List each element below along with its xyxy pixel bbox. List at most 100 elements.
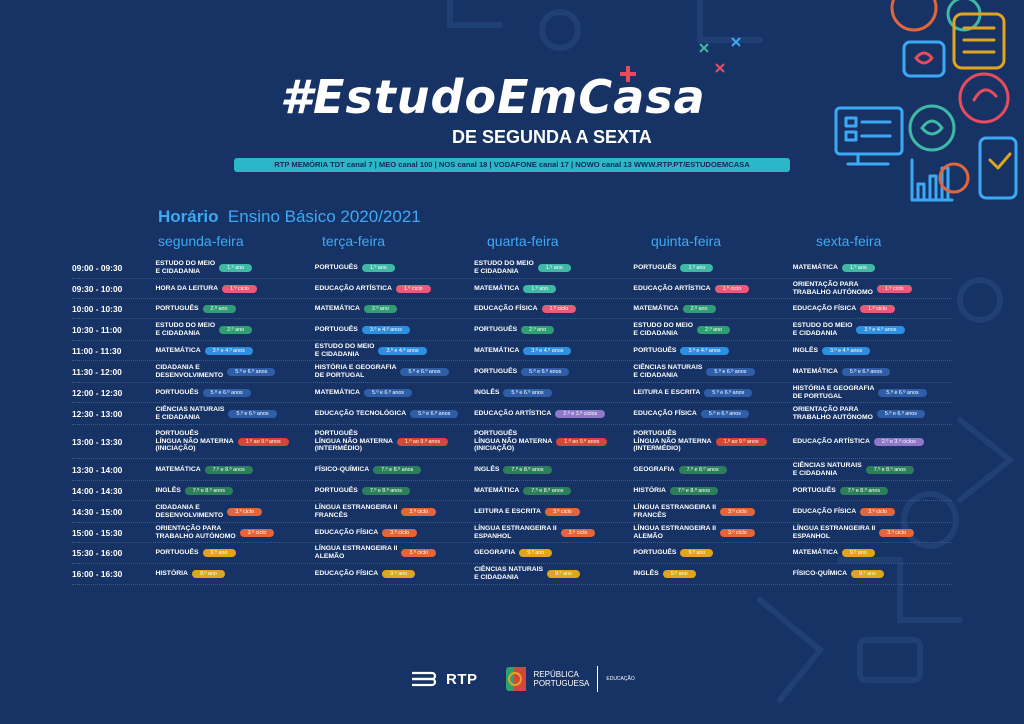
time-slot: 14:00 - 14:30 <box>72 485 123 496</box>
grade-badge: 5.º e 6.º anos <box>700 409 749 418</box>
grade-badge: 3.º ciclo <box>544 507 580 516</box>
grade-badge: 2.º ano <box>521 325 555 334</box>
grade-badge: 7.º e 8.º anos <box>503 465 552 474</box>
grade-badge: 3.º e 4.º anos <box>361 325 410 334</box>
grade-badge: 9.º ano <box>191 570 225 578</box>
subject-label: LÍNGUA ESTRANGEIRA II ALEMÃO <box>633 524 716 540</box>
grade-badge: 5.º e 6.º anos <box>410 409 459 418</box>
subject-label: PORTUGUÊS <box>633 264 677 272</box>
subject-label: ORIENTAÇÃO PARA TRABALHO AUTÓNOMO <box>792 405 873 421</box>
subject-label: CIÊNCIAS NATURAIS E CIDADANIA <box>474 566 544 581</box>
subject-label: FÍSICO-QUÍMICA <box>792 570 848 578</box>
grade-badge: 7.º e 8.º anos <box>184 486 233 495</box>
time-slot: 09:30 - 10:00 <box>72 283 123 294</box>
schedule-cell: INGLÊS 7.º e 8.º anos <box>155 486 314 495</box>
schedule-cell: MATEMÁTICA 5.º e 6.º anos <box>792 367 952 376</box>
schedule-cell: MATEMÁTICA 5.º e 6.º anos <box>315 388 474 397</box>
grade-badge: 1.º ao 9.º anos <box>396 437 449 446</box>
grade-badge: 9.º ano <box>519 549 553 557</box>
schedule-cell: CIÊNCIAS NATURAIS E CIDADANIA 9.º ano <box>474 566 633 581</box>
schedule-cell: PORTUGUÊS 3.º e 4.º anos <box>315 325 474 334</box>
subject-label: ORIENTAÇÃO PARA TRABALHO AUTÓNOMO <box>792 280 873 296</box>
subject-label: ESTUDO DO MEIO E CIDADANIA <box>155 260 216 275</box>
time-slot: 16:00 - 16:30 <box>72 569 123 579</box>
schedule-cell: PORTUGUÊS 9.º ano <box>633 549 792 557</box>
subject-label: ORIENTAÇÃO PARA TRABALHO AUTÓNOMO <box>155 524 236 540</box>
schedule-cell: ESTUDO DO MEIO E CIDADANIA 2.º ano <box>155 322 314 337</box>
grade-badge: 7.º e 8.º anos <box>523 486 572 495</box>
subject-label: EDUCAÇÃO FÍSICA <box>314 528 379 536</box>
grade-badge: 7.º e 8.º anos <box>865 465 914 474</box>
grade-badge: 1.º ano <box>680 264 714 272</box>
schedule-row: 15:00 - 15:30 ORIENTAÇÃO PARA TRABALHO AU… <box>72 523 952 543</box>
schedule-cell: ESTUDO DO MEIO E CIDADANIA 1.º ano <box>155 260 314 275</box>
subject-label: CIÊNCIAS NATURAIS E CIDADANIA <box>792 461 862 477</box>
subject-label: PORTUGUÊS <box>474 367 518 375</box>
subject-label: LÍNGUA ESTRANGEIRA II FRANCÊS <box>633 503 716 519</box>
grade-badge: 5.º e 6.º anos <box>876 409 926 418</box>
schedule-cell: PORTUGUÊS 7.º e 8.º anos <box>315 486 474 495</box>
grade-badge: 1.º ciclo <box>541 304 577 313</box>
subject-label: EDUCAÇÃO ARTÍSTICA <box>474 409 552 417</box>
schedule-cell: MATEMÁTICA 7.º e 8.º anos <box>474 486 633 495</box>
schedule-cell: INGLÊS 3.º e 4.º anos <box>793 346 952 355</box>
subject-label: PORTUGUÊS LÍNGUA NÃO MATERNA (INTERMÉDIO… <box>633 430 712 453</box>
schedule-cell: EDUCAÇÃO ARTÍSTICA 1.º ciclo <box>315 284 474 293</box>
grade-badge: 5.º e 6.º anos <box>704 388 753 397</box>
grade-badge: 1.º ano <box>361 264 395 272</box>
schedule-cell: LEITURA E ESCRITA 3.º ciclo <box>474 507 633 516</box>
subject-label: HISTÓRIA E GEOGRAFIA DE PORTUGAL <box>792 384 875 400</box>
day-header-mon: segunda-feira <box>158 233 244 249</box>
grade-badge: 1.º ano <box>523 284 557 293</box>
grade-badge: 9.º ano <box>680 549 714 557</box>
schedule-cell: MATEMÁTICA 1.º ano <box>474 284 633 293</box>
schedule-row: 10:00 - 10:30 PORTUGUÊS 2.º ano MATEMÁTICA 2… <box>72 299 952 319</box>
channels-banner: RTP MEMÓRIA TDT canal 7 | MEO canal 100 … <box>234 158 790 172</box>
schedule-row: 09:30 - 10:00 HORA DA LEITURA 1.º ciclo EDU… <box>72 279 952 299</box>
subject-label: EDUCAÇÃO FÍSICA <box>792 507 857 515</box>
grade-badge: 3.º ciclo <box>719 528 755 537</box>
grade-badge: 9.º ano <box>841 549 875 557</box>
grade-badge: 3.º e 4.º anos <box>680 346 729 355</box>
grade-badge: 7.º e 8.º anos <box>839 486 888 495</box>
schedule-cell: LÍNGUA ESTRANGEIRA II ALEMÃO 3.º ciclo <box>315 545 474 560</box>
subject-label: HISTÓRIA <box>155 570 188 578</box>
subject-label: PORTUGUÊS <box>474 325 518 333</box>
subject-label: HISTÓRIA <box>633 486 666 494</box>
grade-badge: 3.º ciclo <box>719 507 755 516</box>
subject-label: PORTUGUÊS <box>155 304 199 312</box>
schedule-row: 11:00 - 11:30 MATEMÁTICA 3.º e 4.º anos EST… <box>72 341 952 361</box>
grade-badge: 2.º ano <box>682 304 716 313</box>
grade-badge: 9.º ano <box>202 549 236 557</box>
campaign-hashtag: #EstudoEmCasa <box>280 70 706 124</box>
grade-badge: 9.º ano <box>851 570 885 578</box>
schedule-cell: PORTUGUÊS 9.º ano <box>155 549 314 557</box>
schedule-table: 09:00 - 09:30 ESTUDO DO MEIO E CIDADANIA 1… <box>72 258 952 585</box>
schedule-cell: EDUCAÇÃO ARTÍSTICA 2.º e 3.º ciclos <box>793 437 952 446</box>
grade-badge: 1.º ciclo <box>876 284 912 293</box>
schedule-cell: HISTÓRIA E GEOGRAFIA DE PORTUGAL 5.º e 6.… <box>793 385 952 400</box>
schedule-row: 13:30 - 14:00 MATEMÁTICA 7.º e 8.º anos FÍS… <box>72 459 952 481</box>
time-slot: 11:00 - 11:30 <box>72 345 122 356</box>
schedule-cell: ESTUDO DO MEIO E CIDADANIA 1.º ano <box>474 260 633 275</box>
grade-badge: 5.º e 6.º anos <box>202 388 251 397</box>
schedule-cell: ESTUDO DO MEIO E CIDADANIA 3.º e 4.º anos <box>793 322 952 337</box>
schedule-cell: PORTUGUÊS LÍNGUA NÃO MATERNA (INICIAÇÃO)… <box>155 430 314 453</box>
schedule-cell: LÍNGUA ESTRANGEIRA II ESPANHOL 3.º ciclo <box>793 525 952 540</box>
grade-badge: 3.º e 4.º anos <box>378 346 427 355</box>
grade-badge: 1.º ao 9.º anos <box>237 437 289 446</box>
subject-label: LÍNGUA ESTRANGEIRA II ESPANHOL <box>474 524 557 540</box>
grade-badge: 3.º ciclo <box>860 507 895 516</box>
republica-portuguesa-text: REPÚBLICA PORTUGUESA <box>533 670 590 688</box>
subject-label: MATEMÁTICA <box>792 264 838 272</box>
subject-label: ESTUDO DO MEIO E CIDADANIA <box>314 342 375 358</box>
subject-label: PORTUGUÊS <box>155 549 199 557</box>
schedule-cell: INGLÊS 5.º e 6.º anos <box>474 388 633 397</box>
subject-label: LÍNGUA ESTRANGEIRA II FRANCÊS <box>314 503 398 519</box>
schedule-cell: LÍNGUA ESTRANGEIRA II ESPANHOL 3.º ciclo <box>474 525 633 540</box>
grade-badge: 3.º ciclo <box>239 528 275 537</box>
schedule-cell: CIÊNCIAS NATURAIS E CIDADANIA 7.º e 8.º a… <box>793 462 952 477</box>
subject-label: EDUCAÇÃO ARTÍSTICA <box>633 284 711 292</box>
subject-label: GEOGRAFIA <box>633 465 675 473</box>
subject-label: MATEMÁTICA <box>792 367 838 375</box>
